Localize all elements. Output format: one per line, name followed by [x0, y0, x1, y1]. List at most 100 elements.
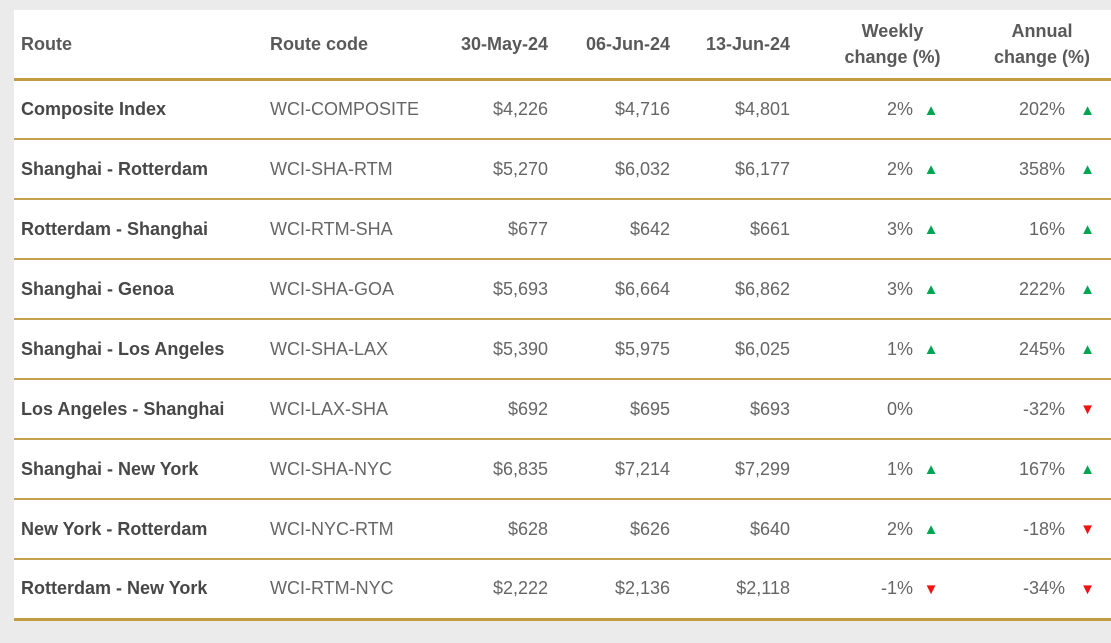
trend-icon: ▲: [1080, 221, 1095, 239]
route-cell: Shanghai - Los Angeles: [14, 319, 270, 380]
column-header-date-13-jun: 13-Jun-24: [680, 10, 800, 81]
annual-change-cell: 245% ▲: [955, 319, 1111, 380]
weekly-change-cell: 0%: [800, 379, 955, 440]
annual-change-cell: -18% ▼: [955, 499, 1111, 560]
annual-change-cell: -32% ▼: [955, 379, 1111, 440]
route-code-cell: WCI-RTM-SHA: [270, 199, 456, 260]
route-code-cell: WCI-LAX-SHA: [270, 379, 456, 440]
price-cell-13-jun: $6,862: [680, 259, 800, 320]
table-row: Rotterdam - Shanghai WCI-RTM-SHA $677 $6…: [14, 199, 1111, 260]
annual-change-value: -32%: [1022, 398, 1065, 419]
price-cell-30-may: $692: [456, 379, 556, 440]
trend-icon: ▲: [923, 521, 939, 539]
route-cell: Shanghai - Genoa: [14, 259, 270, 320]
column-header-date-30-may: 30-May-24: [456, 10, 556, 81]
weekly-change-value: 3%: [886, 218, 913, 239]
price-cell-30-may: $677: [456, 199, 556, 260]
annual-change-value: 358%: [1018, 158, 1065, 179]
table-row: Los Angeles - Shanghai WCI-LAX-SHA $692 …: [14, 379, 1111, 440]
route-cell: Composite Index: [14, 79, 270, 140]
header-row: Route Route code 30-May-24 06-Jun-24 13-…: [14, 10, 1111, 81]
route-code-cell: WCI-COMPOSITE: [270, 79, 456, 140]
table-row: Composite Index WCI-COMPOSITE $4,226 $4,…: [14, 79, 1111, 140]
annual-change-value: 245%: [1018, 338, 1065, 359]
route-cell: Los Angeles - Shanghai: [14, 379, 270, 440]
route-code-cell: WCI-SHA-GOA: [270, 259, 456, 320]
table-row: New York - Rotterdam WCI-NYC-RTM $628 $6…: [14, 499, 1111, 560]
route-cell: Shanghai - Rotterdam: [14, 139, 270, 200]
weekly-change-cell: 3% ▲: [800, 259, 955, 320]
trend-icon: ▲: [1080, 161, 1095, 179]
weekly-change-cell: 2% ▲: [800, 499, 955, 560]
price-cell-13-jun: $661: [680, 199, 800, 260]
route-cell: Shanghai - New York: [14, 439, 270, 500]
price-cell-06-jun: $2,136: [556, 559, 680, 621]
price-cell-13-jun: $4,801: [680, 79, 800, 140]
table-row: Shanghai - Los Angeles WCI-SHA-LAX $5,39…: [14, 319, 1111, 380]
table-row: Shanghai - Genoa WCI-SHA-GOA $5,693 $6,6…: [14, 259, 1111, 320]
trend-icon: ▲: [923, 101, 939, 119]
annual-change-cell: 167% ▲: [955, 439, 1111, 500]
route-code-cell: WCI-SHA-NYC: [270, 439, 456, 500]
annual-change-cell: 222% ▲: [955, 259, 1111, 320]
weekly-change-value: 3%: [886, 278, 913, 299]
freight-rates-table-container: Route Route code 30-May-24 06-Jun-24 13-…: [14, 10, 1111, 621]
price-cell-13-jun: $640: [680, 499, 800, 560]
price-cell-30-may: $5,270: [456, 139, 556, 200]
weekly-change-value: -1%: [880, 578, 913, 599]
column-header-route: Route: [14, 10, 270, 81]
weekly-change-cell: 1% ▲: [800, 439, 955, 500]
trend-icon: ▲: [923, 161, 939, 179]
price-cell-06-jun: $6,032: [556, 139, 680, 200]
price-cell-06-jun: $6,664: [556, 259, 680, 320]
annual-change-cell: 16% ▲: [955, 199, 1111, 260]
table-row: Shanghai - New York WCI-SHA-NYC $6,835 $…: [14, 439, 1111, 500]
route-cell: New York - Rotterdam: [14, 499, 270, 560]
annual-header-line2: change (%): [993, 46, 1090, 67]
annual-change-cell: 358% ▲: [955, 139, 1111, 200]
price-cell-13-jun: $2,118: [680, 559, 800, 621]
annual-change-value: -18%: [1022, 518, 1065, 539]
weekly-change-value: 2%: [886, 98, 913, 119]
weekly-change-value: 2%: [886, 158, 913, 179]
route-code-cell: WCI-RTM-NYC: [270, 559, 456, 621]
price-cell-06-jun: $7,214: [556, 439, 680, 500]
price-cell-13-jun: $6,025: [680, 319, 800, 380]
annual-header-line1: Annual: [1011, 20, 1073, 41]
trend-icon: ▲: [923, 341, 939, 359]
weekly-change-cell: 3% ▲: [800, 199, 955, 260]
annual-change-cell: -34% ▼: [955, 559, 1111, 621]
annual-change-cell: 202% ▲: [955, 79, 1111, 140]
weekly-change-cell: 2% ▲: [800, 79, 955, 140]
annual-change-value: 16%: [1028, 218, 1065, 239]
annual-change-value: -34%: [1022, 578, 1065, 599]
price-cell-30-may: $2,222: [456, 559, 556, 621]
weekly-header-line2: change (%): [844, 46, 941, 67]
trend-icon: ▲: [1080, 101, 1095, 119]
weekly-change-value: 1%: [886, 338, 913, 359]
weekly-change-value: 2%: [886, 518, 913, 539]
price-cell-13-jun: $6,177: [680, 139, 800, 200]
route-code-cell: WCI-SHA-RTM: [270, 139, 456, 200]
table-row: Rotterdam - New York WCI-RTM-NYC $2,222 …: [14, 559, 1111, 621]
column-header-date-06-jun: 06-Jun-24: [556, 10, 680, 81]
price-cell-30-may: $6,835: [456, 439, 556, 500]
trend-icon: ▼: [923, 581, 939, 598]
price-cell-06-jun: $5,975: [556, 319, 680, 380]
trend-icon: ▼: [1080, 521, 1095, 539]
column-header-annual-change: Annual change (%): [955, 10, 1111, 81]
price-cell-30-may: $628: [456, 499, 556, 560]
weekly-change-value: 1%: [886, 458, 913, 479]
column-header-route-code: Route code: [270, 10, 456, 81]
price-cell-06-jun: $626: [556, 499, 680, 560]
route-code-cell: WCI-NYC-RTM: [270, 499, 456, 560]
price-cell-06-jun: $695: [556, 379, 680, 440]
price-cell-13-jun: $7,299: [680, 439, 800, 500]
column-header-weekly-change: Weekly change (%): [800, 10, 955, 81]
trend-icon: ▲: [923, 461, 939, 479]
annual-change-value: 167%: [1018, 458, 1065, 479]
freight-rates-table: Route Route code 30-May-24 06-Jun-24 13-…: [14, 10, 1111, 621]
price-cell-13-jun: $693: [680, 379, 800, 440]
trend-icon: ▲: [1080, 281, 1095, 299]
route-cell: Rotterdam - New York: [14, 559, 270, 621]
